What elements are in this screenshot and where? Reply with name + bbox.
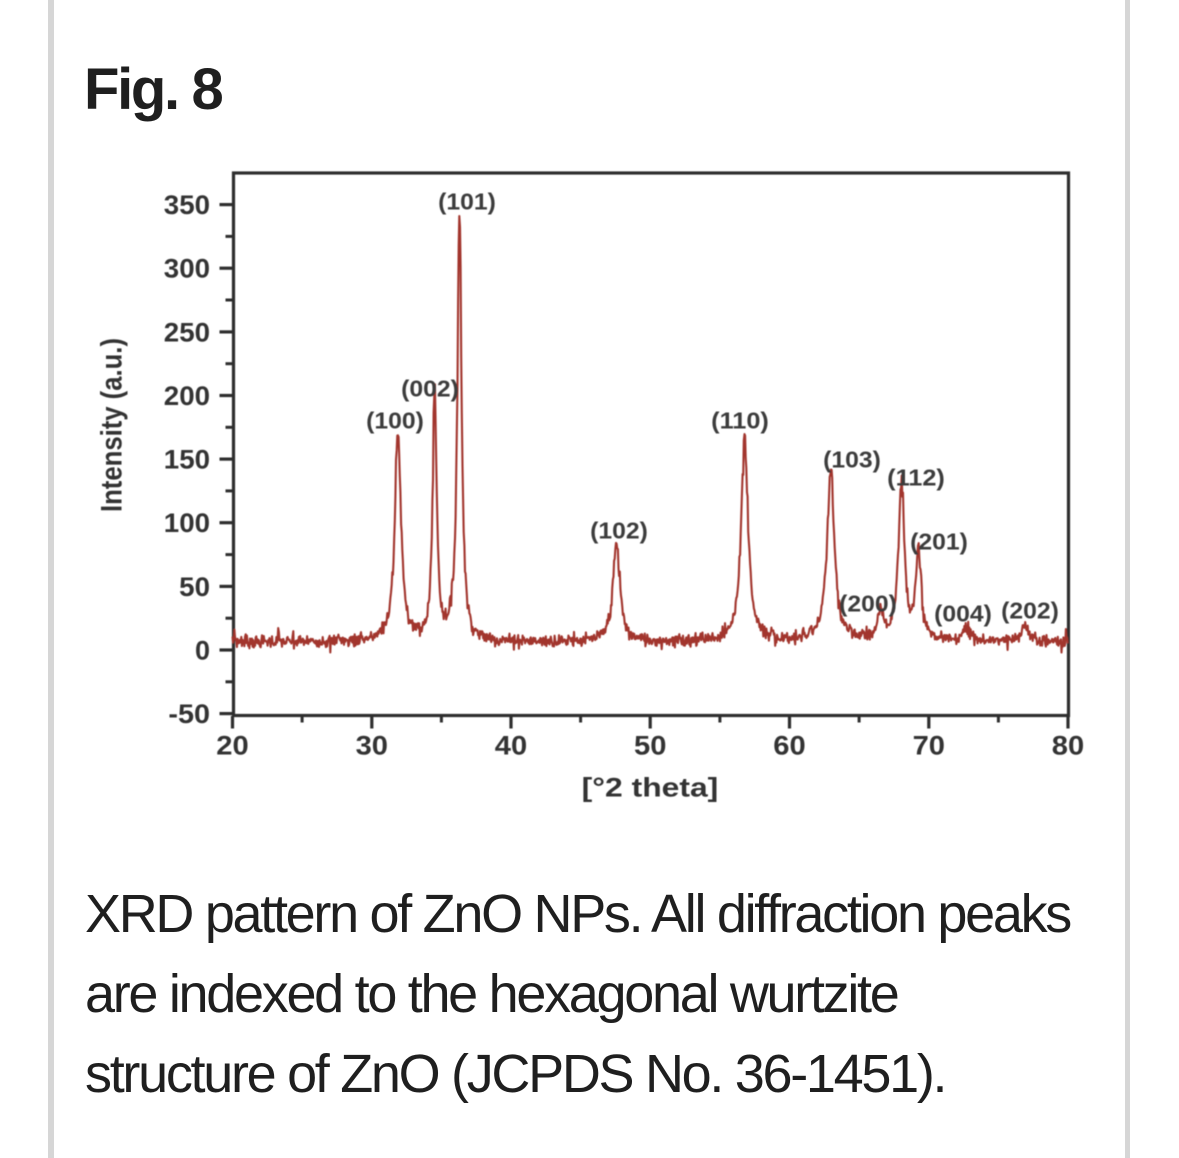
svg-text:(002): (002)	[401, 376, 459, 402]
svg-text:350: 350	[164, 190, 210, 220]
svg-text:150: 150	[164, 445, 210, 475]
svg-text:80: 80	[1052, 731, 1084, 761]
svg-text:(112): (112)	[887, 465, 945, 491]
svg-text:20: 20	[216, 731, 248, 761]
svg-text:70: 70	[913, 731, 945, 761]
svg-text:-50: -50	[168, 699, 210, 729]
svg-text:(101): (101)	[438, 189, 496, 215]
svg-text:100: 100	[164, 508, 210, 538]
svg-text:250: 250	[164, 317, 210, 347]
svg-text:(200): (200)	[839, 591, 897, 617]
svg-text:300: 300	[164, 254, 210, 284]
svg-text:(202): (202)	[1001, 598, 1059, 624]
svg-text:30: 30	[356, 731, 388, 761]
svg-text:Intensity (a.u.): Intensity (a.u.)	[96, 338, 129, 512]
svg-text:(100): (100)	[366, 408, 424, 434]
svg-text:(201): (201)	[910, 529, 968, 555]
svg-text:0: 0	[195, 636, 210, 666]
svg-text:50: 50	[179, 572, 210, 602]
svg-text:(103): (103)	[823, 447, 881, 473]
svg-text:200: 200	[164, 381, 210, 411]
svg-text:60: 60	[773, 731, 805, 761]
svg-text:40: 40	[495, 731, 527, 761]
svg-text:[°2 theta]: [°2 theta]	[582, 773, 719, 803]
svg-text:(004): (004)	[934, 601, 992, 627]
svg-text:50: 50	[634, 731, 666, 761]
svg-text:(110): (110)	[711, 408, 769, 434]
svg-text:(102): (102)	[590, 518, 648, 544]
